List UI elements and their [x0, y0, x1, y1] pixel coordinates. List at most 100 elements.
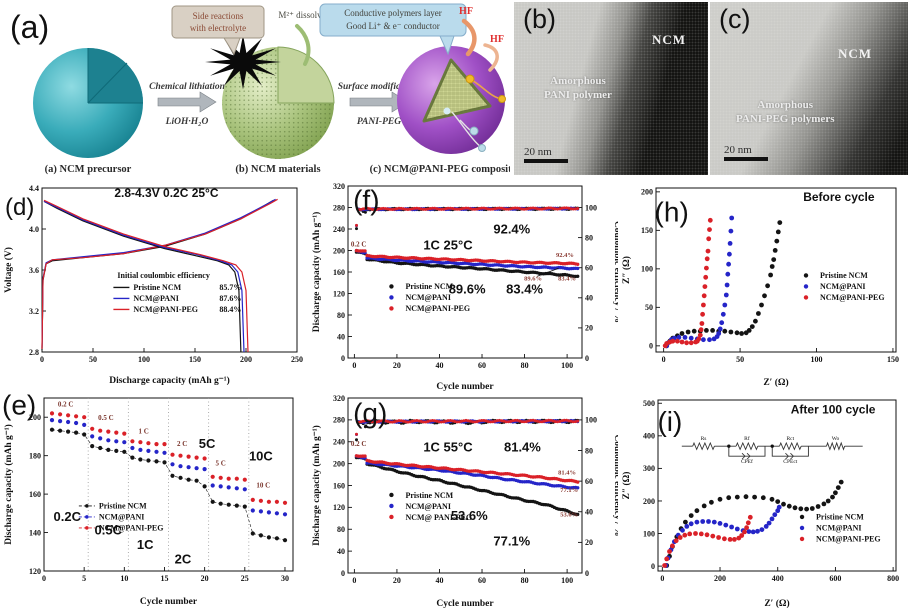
data-point: [545, 419, 548, 423]
annotation: 92.4%: [493, 221, 530, 236]
circuit-label: CPEct: [783, 459, 798, 465]
data-point: [486, 420, 490, 424]
x-tick-label: 400: [772, 574, 784, 583]
data-point: [703, 274, 709, 280]
data-point: [711, 519, 717, 525]
data-point: [524, 420, 528, 424]
annotation-line: [537, 267, 559, 277]
li-ion-dot: [443, 107, 451, 115]
legend: [389, 284, 394, 311]
data-point: [266, 510, 271, 515]
legend-label: NCM@PANI: [405, 502, 451, 511]
data-point: [58, 428, 63, 433]
data-point: [357, 420, 361, 424]
data-point: [397, 206, 401, 210]
arrow2-title: Surface modification: [338, 82, 421, 92]
data-point: [701, 337, 706, 343]
y-axis-title: Discharge capacity (mAh g⁻¹): [311, 212, 322, 333]
ncm-region-label: NCM: [837, 46, 872, 61]
y2-tick-label: 80: [585, 233, 593, 242]
legend-marker: [389, 514, 394, 520]
y-tick-label: 0: [651, 562, 655, 571]
data-point: [480, 206, 484, 210]
series-ncm@pani-peg-charge: [41, 198, 278, 349]
data-point: [772, 248, 778, 253]
data-point: [498, 206, 501, 210]
data-point: [538, 420, 542, 424]
data-point: [542, 419, 546, 423]
data-point: [771, 257, 777, 262]
data-point: [768, 272, 773, 278]
y-axis-title: Z″ (Ω): [621, 472, 632, 500]
data-point: [769, 496, 775, 502]
data-point: [455, 420, 459, 424]
data-point: [701, 503, 707, 509]
panel-c-tem-image: (c) NCM Amorphous PANI-PEG polymers 20 n…: [710, 2, 908, 175]
side-reaction-starburst: [205, 34, 281, 90]
annotation: 1 C: [138, 428, 148, 436]
data-point: [688, 340, 694, 346]
data-point: [106, 429, 111, 434]
x-tick-label: 20: [393, 576, 401, 585]
x-tick-label: 0: [352, 576, 356, 585]
x-tick-label: 0: [352, 361, 356, 370]
data-point: [388, 420, 392, 424]
legend: [799, 514, 805, 542]
data-point: [49, 411, 55, 416]
cpe-symbol: [785, 452, 794, 460]
data-point: [687, 531, 693, 537]
sphere1-caption: (a) NCM precursor: [45, 164, 132, 175]
x-tick-label: 50: [736, 355, 744, 364]
data-point: [549, 206, 553, 210]
annotation: 1C: [137, 537, 154, 552]
data-point: [466, 419, 470, 423]
y-tick-label: 180: [29, 451, 41, 460]
scale-bar-line: [524, 159, 568, 163]
data-point: [759, 527, 765, 532]
data-point: [739, 533, 745, 538]
data-point: [676, 335, 682, 340]
y2-tick-label: 100: [585, 416, 597, 425]
legend-label: NCM@PANI-PEG: [820, 293, 885, 302]
conductive-line1: Conductive polymers layer: [344, 8, 441, 18]
data-point: [538, 207, 542, 211]
data-point: [460, 419, 463, 423]
annotation: Before cycle: [803, 190, 875, 204]
series-ncm@pani-discharge: [43, 200, 245, 353]
data-point: [727, 537, 733, 542]
data-point: [677, 535, 683, 540]
data-point: [556, 420, 560, 424]
y-tick-label: 300: [643, 464, 655, 473]
data-point: [547, 418, 551, 422]
legend-marker: [389, 503, 394, 509]
data-point: [390, 208, 394, 211]
legend-marker: [389, 284, 394, 289]
annotation: 77.1%: [560, 487, 578, 494]
coating-line2: PANI polymer: [544, 89, 612, 102]
node-dot: [727, 444, 731, 448]
data-point: [242, 487, 247, 492]
data-point: [760, 495, 766, 501]
x-axis-title: Discharge capacity (mAh g⁻¹): [109, 375, 230, 386]
data-point: [701, 302, 706, 308]
scale-bar: 20 nm: [524, 146, 568, 163]
chart-frame: [657, 399, 897, 572]
data-point: [90, 426, 95, 431]
data-point: [404, 420, 408, 424]
data-point: [556, 207, 560, 211]
data-point: [130, 439, 135, 444]
data-point: [682, 335, 688, 340]
data-point: [792, 505, 798, 511]
y2-tick-label: 60: [585, 264, 593, 273]
chart-e-canvas: 0 5 10 15 20 25 30 120 140 160 180 200 Cycle number D…: [2, 390, 294, 607]
data-point: [146, 458, 151, 463]
data-point: [727, 241, 733, 246]
resistor: [692, 441, 715, 451]
scale-bar-label: 20 nm: [524, 146, 552, 158]
data-point: [746, 328, 752, 333]
sphere2-caption: (b) NCM materials: [235, 164, 320, 175]
x-tick-label: 0: [40, 355, 44, 364]
data-point: [90, 444, 95, 449]
resistor: [735, 441, 759, 451]
data-point: [355, 227, 358, 231]
